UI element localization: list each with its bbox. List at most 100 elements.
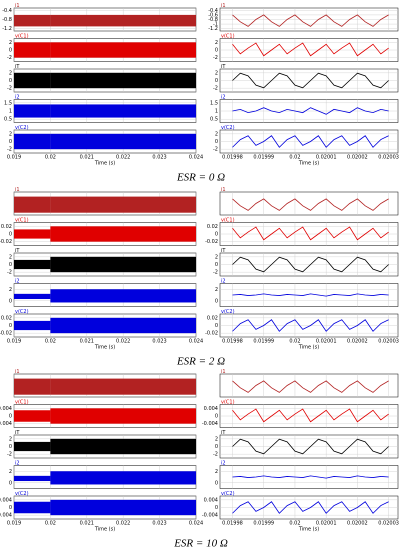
y-tick-label: 2 [9,40,12,46]
y-tick-label: -2 [213,147,218,153]
signal-band [50,317,197,334]
waveform [232,72,389,89]
x-axis-label: Time (s) [298,345,319,351]
x-axis-label: Time (s) [94,161,115,167]
y-tick-label: 1 [9,109,12,115]
plot-area [219,373,399,398]
x-tick-label: 0.024 [189,339,203,345]
x-tick-label: 0.02 [45,521,56,527]
y-tick-label: -0.8 [208,17,218,23]
y-tick-label: -2 [7,86,12,92]
x-tick-label: 0.02003 [378,155,399,161]
panel-label: v(C2) [221,309,235,315]
signal-band [50,256,197,273]
y-tick-label: 0.004 [204,406,218,412]
y-tick-label: -0.02 [205,239,218,245]
panel-label: v(C2) [15,491,29,497]
x-tick-label: 0.01998 [222,339,243,345]
x-tick-label: 0.024 [189,155,203,161]
y-tick-label: -0.004 [202,421,218,427]
y-tick-label: 0 [9,414,12,420]
signal-band [14,293,51,300]
y-tick-label: 0 [215,78,218,84]
y-tick-label: 1.5 [210,100,218,106]
waveform [232,408,389,423]
x-tick-label: 0.021 [80,155,94,161]
panel-label: iT [221,64,226,70]
signal-band [14,501,51,514]
y-tick-label: 0.004 [0,406,12,412]
y-tick-label: -0.004 [202,513,218,519]
y-tick-label: 0.02 [207,315,218,321]
signal-band [14,133,51,150]
signal-band [50,471,197,485]
signal-band [50,499,197,516]
signal-band [50,226,197,242]
x-tick-label: 0.022 [116,521,130,527]
x-tick-label: 0.02001 [316,521,337,527]
panel-label: v(C1) [15,218,29,224]
y-tick-label: 0 [9,323,12,329]
caption: ESR = 0 Ω [176,172,225,184]
panel-label: iT [15,248,20,254]
signal-band [14,441,51,452]
x-tick-label: 0.02002 [347,155,368,161]
panel-label: i2 [221,279,226,285]
signal-band [14,104,51,118]
y-tick-label: 0 [215,262,218,268]
y-tick-label: 0 [9,480,12,486]
y-tick-label: 0 [9,262,12,268]
waveform [232,438,389,455]
x-axis-label: Time (s) [298,527,319,533]
x-axis-label: Time (s) [298,161,319,167]
x-tick-label: 0.022 [116,155,130,161]
y-tick-label: 0 [215,48,218,54]
x-tick-label: 0.02001 [316,155,337,161]
x-tick-label: 0.01999 [253,155,274,161]
panel-label: v(C1) [15,34,29,40]
signal-band [14,196,51,213]
x-tick-label: 0.02 [45,155,56,161]
x-tick-label: 0.02003 [378,521,399,527]
caption: ESR = 10 Ω [173,538,228,550]
y-tick-label: 2 [9,436,12,442]
panel-label: i2 [15,279,20,285]
y-tick-label: 2 [215,436,218,442]
panel-label: iT [221,248,226,254]
y-tick-label: 0.02 [1,315,12,321]
y-tick-label: 2 [215,469,218,475]
waveform [232,226,389,241]
y-tick-label: 1.5 [4,100,12,106]
x-tick-label: 0.024 [189,521,203,527]
y-tick-label: 0.004 [0,497,12,503]
y-tick-label: 0 [9,505,12,511]
y-tick-label: -2 [7,147,12,153]
y-tick-label: -2 [7,270,12,276]
y-tick-label: 0.02 [207,224,218,230]
y-tick-label: 0 [215,505,218,511]
y-tick-label: 2 [9,131,12,137]
y-tick-label: 0 [9,298,12,304]
waveform [232,107,389,115]
panel-label: iT [15,64,20,70]
panel-label: i1 [221,187,226,193]
panel-label: i2 [15,95,20,101]
waveform [232,135,389,148]
y-tick-label: 2 [9,287,12,293]
y-tick-label: -0.4 [208,8,218,14]
x-tick-label: 0.01998 [222,521,243,527]
y-tick-label: 0 [215,323,218,329]
y-tick-label: -1.2 [2,26,12,32]
plot-area [219,191,399,216]
x-axis-label: Time (s) [94,345,115,351]
y-tick-label: -1 [213,22,218,28]
signal-band [14,259,51,270]
waveform [232,198,389,211]
y-tick-label: -0.6 [208,12,218,18]
y-tick-label: 0.02 [1,224,12,230]
panel-label: i2 [221,95,226,101]
signal-band [50,196,197,213]
y-tick-label: 0 [9,139,12,145]
panel-label: iT [15,430,20,436]
y-tick-label: -1.2 [208,26,218,32]
